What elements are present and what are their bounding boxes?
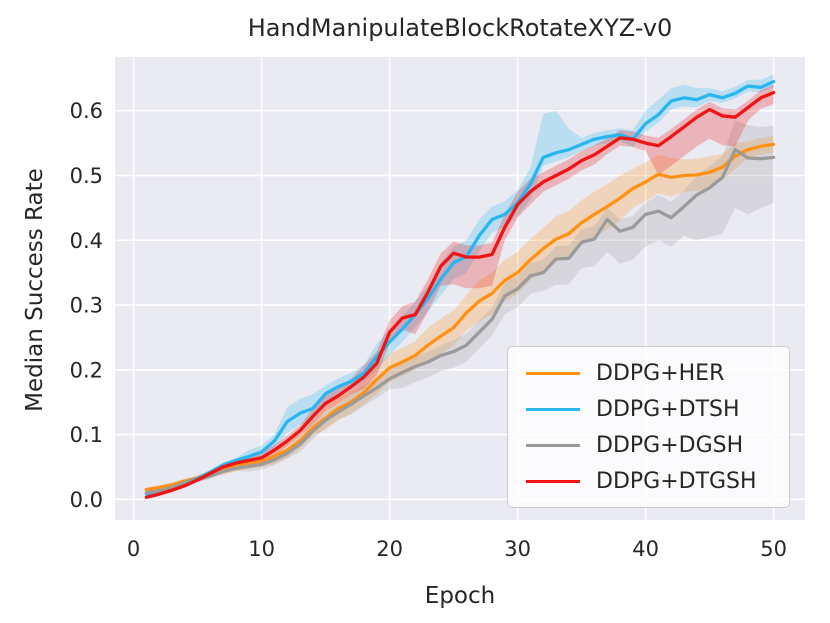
chart-title: HandManipulateBlockRotateXYZ-v0 [247,14,673,42]
legend-item-ddpg-dtgsh: DDPG+DTGSH [526,469,771,494]
tick-label-y-0: 0.0 [70,488,103,512]
tick-label-y-0.4: 0.4 [70,229,103,253]
series-line-ddpg-dgsh [144,147,776,495]
tick-label-x-30: 30 [504,537,531,561]
tick-label-y-0.2: 0.2 [70,358,103,382]
x-axis-label: Epoch [424,583,496,609]
tick-label-x-20: 20 [376,537,403,561]
series-line-ddpg-dtgsh [144,90,776,499]
tick-label-y-0.1: 0.1 [70,423,103,447]
tick-label-x-40: 40 [632,537,659,561]
tick-label-x-50: 50 [760,537,787,561]
legend-swatch [526,371,580,375]
tick-label-x-0: 0 [127,537,140,561]
y-axis-label: Median Success Rate [22,168,48,412]
tick-label-y-0.6: 0.6 [70,99,103,123]
legend-item-ddpg-dtsh: DDPG+DTSH [526,397,771,422]
legend-item-ddpg-her: DDPG+HER [526,361,771,386]
tick-label-y-0.5: 0.5 [70,164,103,188]
legend-swatch [526,479,580,483]
legend-swatch [526,407,580,411]
legend-item-ddpg-dgsh: DDPG+DGSH [526,433,771,458]
series-line-ddpg-dtsh [144,79,776,496]
tick-label-y-0.3: 0.3 [70,294,103,318]
legend-label: DDPG+DTSH [596,396,740,422]
legend: DDPG+HER DDPG+DTSH DDPG+DGSH DDPG+DTGSH [507,346,790,508]
series-line-ddpg-her [144,142,776,492]
legend-label: DDPG+DTGSH [596,468,757,494]
legend-swatch [526,443,580,447]
series-band-ddpg-dtgsh [146,84,774,500]
series-band-ddpg-her [146,136,774,493]
legend-label: DDPG+DGSH [596,432,744,458]
tick-label-x-10: 10 [248,537,275,561]
legend-label: DDPG+HER [596,360,725,386]
